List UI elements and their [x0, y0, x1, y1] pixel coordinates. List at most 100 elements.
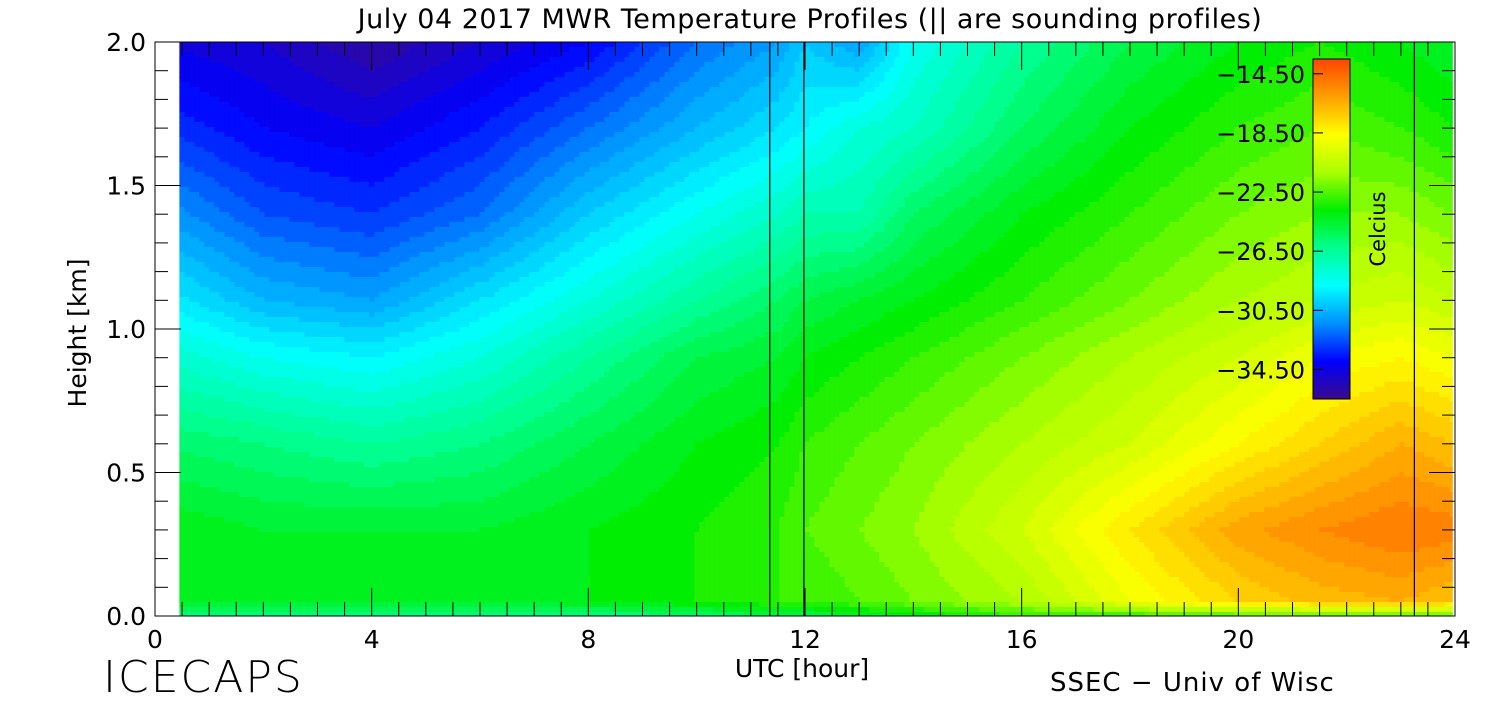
- field-cell: [349, 82, 355, 88]
- field-cell: [244, 137, 250, 143]
- field-cell: [384, 67, 390, 73]
- field-cell: [219, 532, 225, 538]
- field-cell: [214, 247, 220, 253]
- field-cell: [369, 382, 375, 388]
- field-cell: [299, 572, 305, 578]
- field-cell: [324, 397, 330, 403]
- field-cell: [279, 177, 285, 183]
- field-cell: [224, 47, 230, 53]
- field-cell: [374, 457, 380, 463]
- field-cell: [304, 167, 310, 173]
- field-cell: [279, 52, 285, 58]
- field-cell: [239, 147, 245, 153]
- field-cell: [234, 312, 240, 318]
- field-cell: [234, 152, 240, 158]
- field-cell: [344, 467, 350, 473]
- field-cell: [339, 477, 345, 483]
- field-cell: [199, 152, 205, 158]
- field-cell: [229, 497, 235, 503]
- field-cell: [294, 197, 300, 203]
- field-cell: [249, 47, 255, 53]
- field-cell: [359, 472, 365, 478]
- field-cell: [349, 327, 355, 333]
- field-cell: [234, 307, 240, 313]
- field-cell: [194, 87, 200, 93]
- field-cell: [209, 407, 215, 413]
- field-cell: [309, 587, 315, 593]
- field-cell: [389, 577, 395, 583]
- field-cell: [219, 432, 225, 438]
- field-cell: [269, 362, 275, 368]
- field-cell: [254, 357, 260, 363]
- field-cell: [389, 132, 395, 138]
- field-cell: [239, 117, 245, 123]
- field-cell: [389, 562, 395, 568]
- field-cell: [184, 52, 190, 58]
- field-cell: [354, 352, 360, 358]
- field-cell: [229, 137, 235, 143]
- field-cell: [249, 457, 255, 463]
- field-cell: [354, 277, 360, 283]
- field-cell: [359, 207, 365, 213]
- field-cell: [184, 207, 190, 213]
- field-cell: [334, 282, 340, 288]
- field-cell: [254, 292, 260, 298]
- field-cell: [309, 242, 315, 248]
- field-cell: [274, 282, 280, 288]
- field-cell: [349, 102, 355, 108]
- field-cell: [179, 137, 185, 143]
- field-cell: [264, 147, 270, 153]
- field-cell: [259, 102, 265, 108]
- field-cell: [369, 167, 375, 173]
- field-cell: [279, 557, 285, 563]
- field-cell: [249, 277, 255, 283]
- field-cell: [309, 312, 315, 318]
- field-cell: [349, 427, 355, 433]
- field-cell: [289, 312, 295, 318]
- field-cell: [179, 532, 185, 538]
- field-cell: [259, 477, 265, 483]
- field-cell: [184, 177, 190, 183]
- field-cell: [244, 127, 250, 133]
- field-cell: [219, 517, 225, 523]
- field-cell: [219, 402, 225, 408]
- field-cell: [309, 302, 315, 308]
- field-cell: [329, 252, 335, 258]
- field-cell: [289, 252, 295, 258]
- field-cell: [214, 407, 220, 413]
- field-cell: [194, 347, 200, 353]
- field-cell: [224, 192, 230, 198]
- field-cell: [324, 352, 330, 358]
- field-cell: [364, 232, 370, 238]
- field-cell: [274, 377, 280, 383]
- field-cell: [189, 417, 195, 423]
- field-cell: [274, 122, 280, 128]
- field-cell: [189, 552, 195, 558]
- field-cell: [279, 152, 285, 158]
- field-cell: [189, 267, 195, 273]
- field-cell: [244, 282, 250, 288]
- field-cell: [274, 197, 280, 203]
- field-cell: [389, 292, 395, 298]
- field-cell: [179, 502, 185, 508]
- field-cell: [329, 547, 335, 553]
- field-cell: [189, 97, 195, 103]
- field-cell: [194, 197, 200, 203]
- field-cell: [249, 447, 255, 453]
- field-cell: [304, 142, 310, 148]
- field-cell: [294, 512, 300, 518]
- field-cell: [344, 457, 350, 463]
- field-cell: [284, 252, 290, 258]
- field-cell: [369, 127, 375, 133]
- field-cell: [299, 42, 305, 48]
- field-cell: [339, 52, 345, 58]
- field-cell: [189, 427, 195, 433]
- field-cell: [299, 457, 305, 463]
- field-cell: [334, 227, 340, 233]
- field-cell: [289, 97, 295, 103]
- field-cell: [239, 592, 245, 598]
- field-cell: [299, 282, 305, 288]
- field-cell: [339, 377, 345, 383]
- field-cell: [384, 472, 390, 478]
- field-cell: [229, 62, 235, 68]
